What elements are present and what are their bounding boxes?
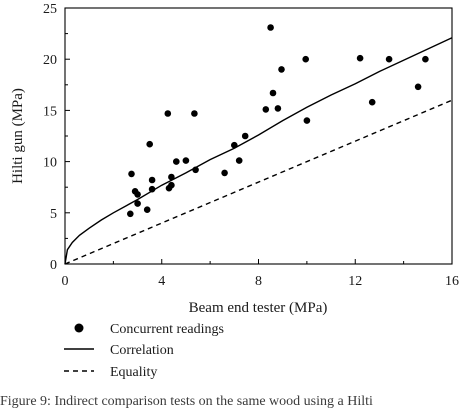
data-point — [164, 110, 172, 117]
data-point — [148, 176, 156, 184]
x-tick-label: 8 — [255, 274, 262, 289]
data-point — [422, 55, 429, 63]
y-axis-label: Hilti gun (MPa) — [10, 88, 26, 184]
x-tick-label: 12 — [348, 274, 362, 289]
y-tick-label: 25 — [43, 2, 57, 17]
data-point — [168, 181, 175, 189]
data-point — [231, 141, 238, 149]
figure-caption: Figure 9: Indirect comparison tests on t… — [0, 394, 373, 409]
data-point — [221, 169, 228, 177]
data-point — [303, 117, 311, 124]
data-point — [385, 55, 393, 63]
y-tick-label: 10 — [43, 156, 57, 171]
x-axis-ticks: 0 4 8 12 16 — [62, 259, 459, 289]
data-point — [148, 185, 156, 193]
data-point — [269, 89, 277, 97]
data-point — [168, 173, 175, 181]
data-point — [368, 98, 376, 106]
data-point — [182, 157, 190, 164]
data-marks — [64, 24, 453, 265]
data-point — [192, 166, 199, 174]
y-tick-label: 20 — [43, 53, 57, 68]
data-point — [267, 24, 274, 31]
y-tick-label: 5 — [50, 207, 57, 222]
x-tick-label: 0 — [62, 274, 69, 289]
data-point — [134, 191, 141, 198]
x-axis-label: Beam end tester (MPa) — [189, 300, 328, 316]
data-point — [235, 157, 243, 164]
data-point — [146, 140, 153, 148]
data-point — [143, 206, 151, 213]
data-point — [127, 210, 134, 218]
legend: Concurrent readings Correlation Equality — [64, 322, 224, 380]
legend-label: Correlation — [110, 343, 174, 358]
legend-label: Equality — [110, 365, 157, 380]
y-tick-label: 0 — [50, 258, 57, 273]
equality-line — [64, 99, 453, 265]
data-point — [414, 83, 422, 91]
data-point — [128, 170, 135, 178]
data-point — [262, 106, 270, 113]
plot-area — [64, 7, 453, 265]
plot-frame — [64, 7, 453, 265]
data-point — [191, 110, 198, 117]
y-axis-ticks: 0 5 10 15 20 25 — [43, 2, 70, 273]
data-point — [302, 55, 310, 63]
data-point — [274, 105, 282, 112]
data-point — [356, 54, 364, 62]
legend-marker-point — [74, 323, 84, 333]
data-point — [241, 132, 249, 140]
legend-label: Concurrent readings — [110, 322, 224, 337]
correlation-line — [64, 37, 453, 265]
y-tick-label: 15 — [43, 104, 57, 119]
data-point — [173, 158, 180, 165]
x-tick-label: 4 — [158, 274, 165, 289]
data-point — [134, 200, 141, 207]
x-tick-label: 16 — [445, 274, 459, 289]
data-point — [278, 66, 285, 73]
